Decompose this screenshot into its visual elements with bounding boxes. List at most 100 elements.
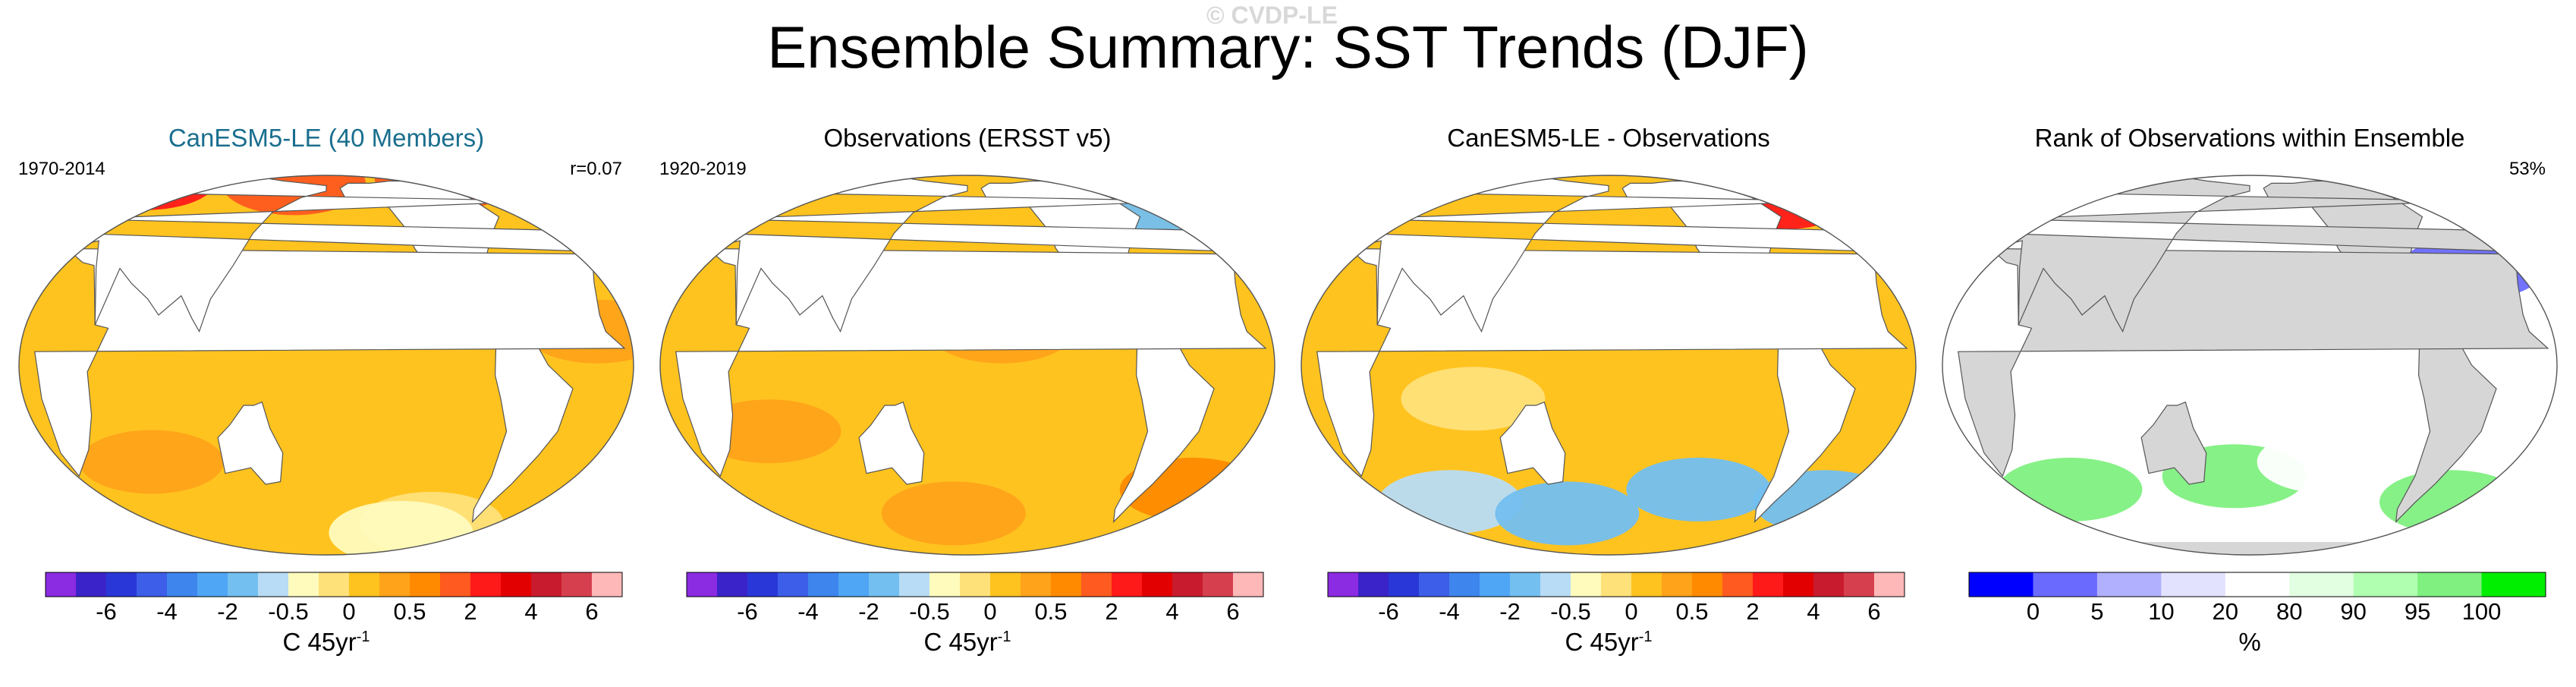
panel-difference: CanESM5-LE - Observations -6 -4 -2 -0.5 0 0.5… xyxy=(1290,114,1927,676)
colorbar-swatch xyxy=(561,572,593,597)
colorbar-swatch xyxy=(410,572,441,597)
colorbar-swatch xyxy=(46,572,77,597)
colorbar-swatch xyxy=(2417,572,2483,597)
colorbar-swatch xyxy=(1874,572,1905,597)
colorbar-tick-label: 10 xyxy=(2148,598,2174,625)
colorbar-swatch xyxy=(106,572,137,597)
map xyxy=(1942,175,2558,556)
colorbar-tick-label: -6 xyxy=(96,598,117,625)
colorbar: -6 -4 -2 -0.5 0 0.5 2 4 6 xyxy=(686,572,1264,625)
colorbar-swatch xyxy=(1844,572,1875,597)
colorbar-frame xyxy=(1327,572,1905,597)
colorbar-tick-label: 0.5 xyxy=(1034,598,1067,625)
colorbar-swatch xyxy=(1389,572,1420,597)
colorbar-tick-label: -6 xyxy=(1378,598,1399,625)
colorbar-unit-label: C 45yr-1 xyxy=(923,628,1011,656)
colorbar-tick-label: 80 xyxy=(2276,598,2302,625)
land-australia xyxy=(217,401,284,485)
colorbar-swatch xyxy=(929,572,961,597)
colorbar-tick-label: 4 xyxy=(1807,598,1820,625)
colorbar-swatch xyxy=(990,572,1021,597)
colorbar-swatch xyxy=(137,572,168,597)
colorbar-frame xyxy=(1968,572,2546,597)
colorbar-swatch xyxy=(531,572,562,597)
land-australia xyxy=(858,401,925,485)
colorbar-tick-label: 4 xyxy=(524,598,537,625)
colorbar-tick-label: -0.5 xyxy=(268,598,308,625)
colorbar-tick-label: -2 xyxy=(858,598,879,625)
colorbar-tick-label: -4 xyxy=(1439,598,1460,625)
colorbar-swatch xyxy=(687,572,718,597)
colorbar-swatch xyxy=(1328,572,1359,597)
colorbar-swatch xyxy=(228,572,259,597)
colorbar-swatch xyxy=(1172,572,1203,597)
colorbar-swatch xyxy=(76,572,107,597)
colorbar-tick-label: 0 xyxy=(983,598,996,625)
map-border xyxy=(18,175,634,556)
sst-region xyxy=(881,481,1026,546)
colorbar-swatch xyxy=(1480,572,1511,597)
sst-region xyxy=(1401,367,1546,431)
colorbar: 0 5 10 20 80 90 95 100 xyxy=(1968,572,2546,625)
period-label: 1920-2019 xyxy=(659,159,747,179)
colorbar-tick-label: -2 xyxy=(217,598,238,625)
panel-title: CanESM5-LE (40 Members) xyxy=(168,124,485,152)
colorbar-swatch xyxy=(2353,572,2418,597)
colorbar-tick-label: 6 xyxy=(585,598,598,625)
colorbar-swatch xyxy=(1722,572,1754,597)
colorbar-swatch xyxy=(1753,572,1784,597)
colorbar-tick-label: 0 xyxy=(2027,598,2040,625)
colorbar-tick-label: 2 xyxy=(1105,598,1118,625)
colorbar-tick-label: -0.5 xyxy=(1550,598,1590,625)
colorbar-swatch xyxy=(1233,572,1264,597)
colorbar-tick-label: 6 xyxy=(1867,598,1880,625)
colorbar-tick-label: 0.5 xyxy=(1675,598,1708,625)
colorbar-swatch xyxy=(319,572,350,597)
colorbar-swatch xyxy=(379,572,410,597)
panel-title: Observations (ERSST v5) xyxy=(823,124,1112,152)
colorbar-swatch xyxy=(1969,572,2033,597)
colorbar-swatch xyxy=(1662,572,1693,597)
panel-title: Rank of Observations within Ensemble xyxy=(2034,124,2465,152)
colorbar-swatch xyxy=(1631,572,1662,597)
colorbar-tick-label: -6 xyxy=(737,598,758,625)
sst-region xyxy=(1626,457,1771,522)
sst-region xyxy=(1998,457,2143,522)
colorbar-swatch xyxy=(197,572,228,597)
sst-region xyxy=(1495,481,1640,546)
colorbar-tick-label: 2 xyxy=(464,598,477,625)
colorbar-swatch xyxy=(258,572,289,597)
colorbar-frame xyxy=(45,572,623,597)
colorbar-swatch xyxy=(349,572,380,597)
watermark: © CVDP-LE xyxy=(1206,2,1338,29)
colorbar-tick-label: 0 xyxy=(342,598,355,625)
colorbar-swatch xyxy=(167,572,198,597)
colorbar-tick-label: -4 xyxy=(156,598,178,625)
colorbar-unit-label: % xyxy=(2238,628,2261,656)
colorbar-swatch xyxy=(1813,572,1845,597)
colorbar-swatch xyxy=(1358,572,1389,597)
colorbar-swatch xyxy=(440,572,471,597)
panel-canesm5-le: CanESM5-LE (40 Members) 1970-2014 r=0.07… xyxy=(8,114,645,676)
colorbar-tick-label: -2 xyxy=(1499,598,1521,625)
colorbar-swatch xyxy=(1051,572,1082,597)
land-antarctica xyxy=(1942,541,2557,555)
colorbar-frame xyxy=(686,572,1264,597)
colorbar-swatch xyxy=(1601,572,1632,597)
colorbar-swatch xyxy=(2096,572,2162,597)
map-border xyxy=(1942,175,2558,556)
sst-region xyxy=(79,430,224,494)
colorbar-swatch xyxy=(288,572,319,597)
colorbar-swatch xyxy=(1692,572,1723,597)
colorbar-swatch xyxy=(1142,572,1173,597)
colorbar-tick-label: -0.5 xyxy=(909,598,949,625)
colorbar-tick-label: 4 xyxy=(1165,598,1178,625)
colorbar-swatch xyxy=(1419,572,1450,597)
panel-title: CanESM5-LE - Observations xyxy=(1447,124,1770,152)
colorbar-swatch xyxy=(2225,572,2290,597)
correlation-label: r=0.07 xyxy=(570,159,622,179)
land-australia xyxy=(2140,401,2207,485)
colorbar-swatch xyxy=(2033,572,2098,597)
map xyxy=(1301,175,1917,556)
colorbar: -6 -4 -2 -0.5 0 0.5 2 4 6 xyxy=(45,572,623,625)
